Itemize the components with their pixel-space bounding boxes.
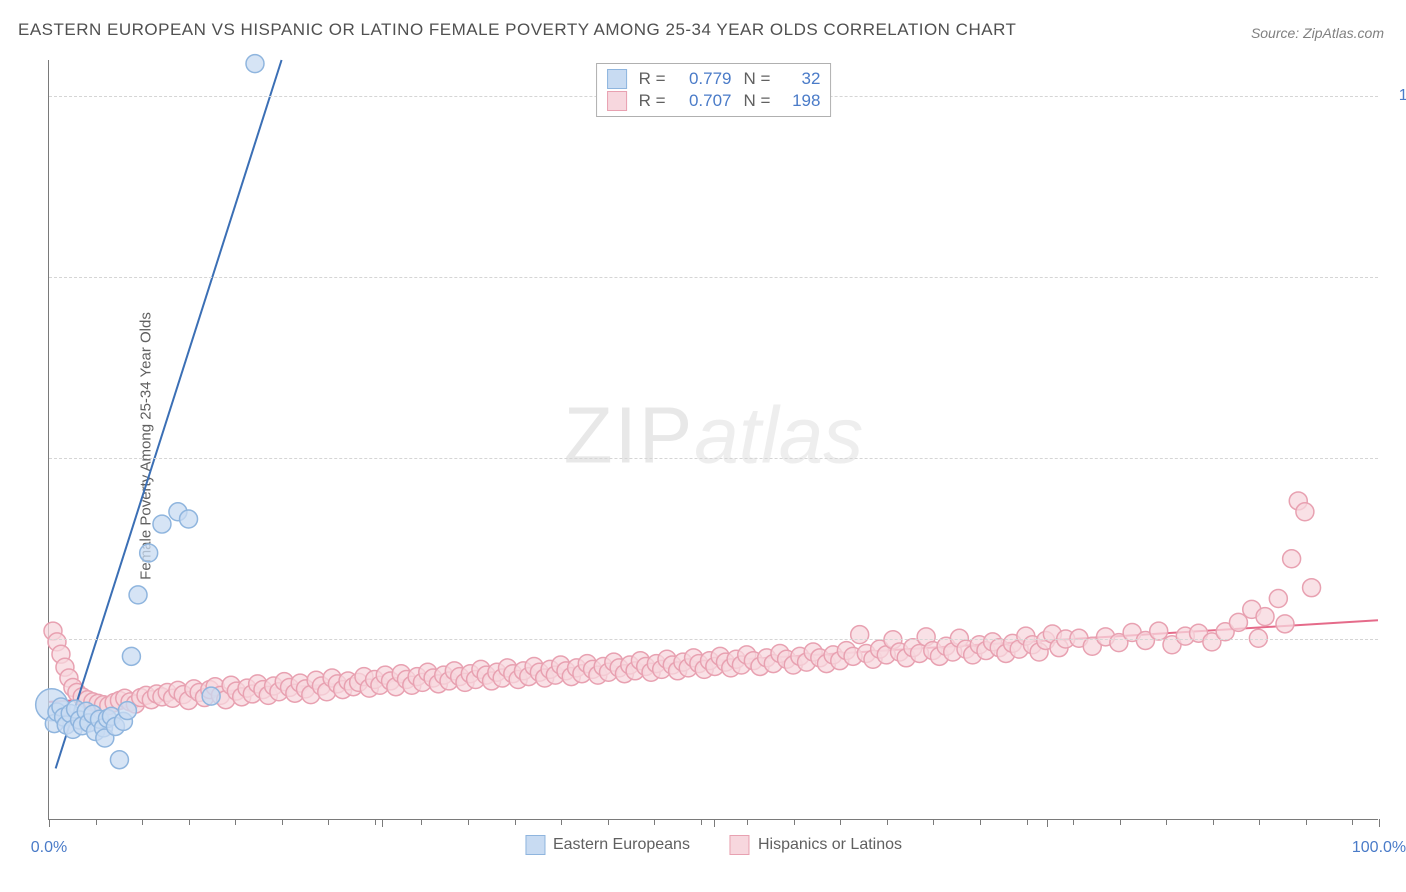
- scatter-point: [1303, 579, 1321, 597]
- trend-line: [56, 60, 282, 768]
- x-tick-minor: [189, 819, 190, 825]
- x-tick-minor: [1027, 819, 1028, 825]
- x-tick-minor: [1352, 819, 1353, 825]
- scatter-point: [153, 515, 171, 533]
- legend-item-1: Hispanics or Latinos: [730, 835, 902, 855]
- gridline-h: [49, 639, 1378, 640]
- x-tick: [714, 819, 715, 827]
- scatter-point: [1296, 503, 1314, 521]
- x-tick-minor: [328, 819, 329, 825]
- legend-r-value-1: 0.707: [678, 91, 732, 111]
- scatter-point: [140, 544, 158, 562]
- x-tick: [382, 819, 383, 827]
- scatter-point: [180, 510, 198, 528]
- x-tick-minor: [980, 819, 981, 825]
- legend-swatch-0: [607, 69, 627, 89]
- scatter-point: [851, 626, 869, 644]
- x-tick-minor: [96, 819, 97, 825]
- x-tick-minor: [701, 819, 702, 825]
- x-tick-minor: [142, 819, 143, 825]
- x-tick-minor: [1166, 819, 1167, 825]
- legend-item-0: Eastern Europeans: [525, 835, 690, 855]
- plot-area: ZIPatlas R = 0.779 N = 32 R = 0.707 N = …: [48, 60, 1378, 820]
- x-tick-minor: [235, 819, 236, 825]
- legend-row-series-0: R = 0.779 N = 32: [607, 68, 821, 90]
- x-tick-minor: [1259, 819, 1260, 825]
- legend-bottom-label-1: Hispanics or Latinos: [758, 836, 902, 854]
- chart-title: EASTERN EUROPEAN VS HISPANIC OR LATINO F…: [18, 20, 1016, 40]
- x-tick-minor: [1306, 819, 1307, 825]
- legend-r-label-1: R =: [639, 91, 666, 111]
- scatter-point: [246, 55, 264, 73]
- legend-n-label-0: N =: [744, 69, 771, 89]
- scatter-point: [1283, 550, 1301, 568]
- scatter-point: [118, 702, 136, 720]
- x-tick-minor: [515, 819, 516, 825]
- x-tick-minor: [375, 819, 376, 825]
- x-tick: [1047, 819, 1048, 827]
- x-tick-minor: [1073, 819, 1074, 825]
- x-tick: [1379, 819, 1380, 827]
- source-attribution: Source: ZipAtlas.com: [1251, 25, 1384, 41]
- scatter-point: [1276, 615, 1294, 633]
- legend-bottom-label-0: Eastern Europeans: [553, 836, 690, 854]
- legend-n-value-0: 32: [782, 69, 820, 89]
- x-tick-minor: [468, 819, 469, 825]
- legend-correlation: R = 0.779 N = 32 R = 0.707 N = 198: [596, 63, 832, 117]
- gridline-h: [49, 458, 1378, 459]
- x-tick-minor: [282, 819, 283, 825]
- y-tick-label: 100.0%: [1399, 87, 1406, 105]
- x-tick-label: 0.0%: [31, 839, 67, 857]
- legend-r-label-0: R =: [639, 69, 666, 89]
- legend-bottom-swatch-0: [525, 835, 545, 855]
- scatter-point: [110, 751, 128, 769]
- chart-svg: [49, 60, 1378, 819]
- x-tick-minor: [1120, 819, 1121, 825]
- scatter-point: [129, 586, 147, 604]
- scatter-point: [1150, 622, 1168, 640]
- x-tick-minor: [1213, 819, 1214, 825]
- scatter-point: [1269, 590, 1287, 608]
- legend-series: Eastern Europeans Hispanics or Latinos: [525, 835, 902, 855]
- x-tick-minor: [747, 819, 748, 825]
- x-tick-minor: [840, 819, 841, 825]
- legend-swatch-1: [607, 91, 627, 111]
- x-tick-minor: [608, 819, 609, 825]
- x-tick-minor: [654, 819, 655, 825]
- x-tick-minor: [49, 819, 50, 825]
- legend-r-value-0: 0.779: [678, 69, 732, 89]
- x-tick-minor: [794, 819, 795, 825]
- x-tick-minor: [421, 819, 422, 825]
- legend-row-series-1: R = 0.707 N = 198: [607, 90, 821, 112]
- gridline-h: [49, 277, 1378, 278]
- legend-bottom-swatch-1: [730, 835, 750, 855]
- x-tick-minor: [561, 819, 562, 825]
- scatter-point: [122, 647, 140, 665]
- scatter-point: [1256, 608, 1274, 626]
- x-tick-label: 100.0%: [1352, 839, 1406, 857]
- legend-n-label-1: N =: [744, 91, 771, 111]
- x-tick-minor: [887, 819, 888, 825]
- x-tick-minor: [933, 819, 934, 825]
- legend-n-value-1: 198: [782, 91, 820, 111]
- scatter-point: [202, 687, 220, 705]
